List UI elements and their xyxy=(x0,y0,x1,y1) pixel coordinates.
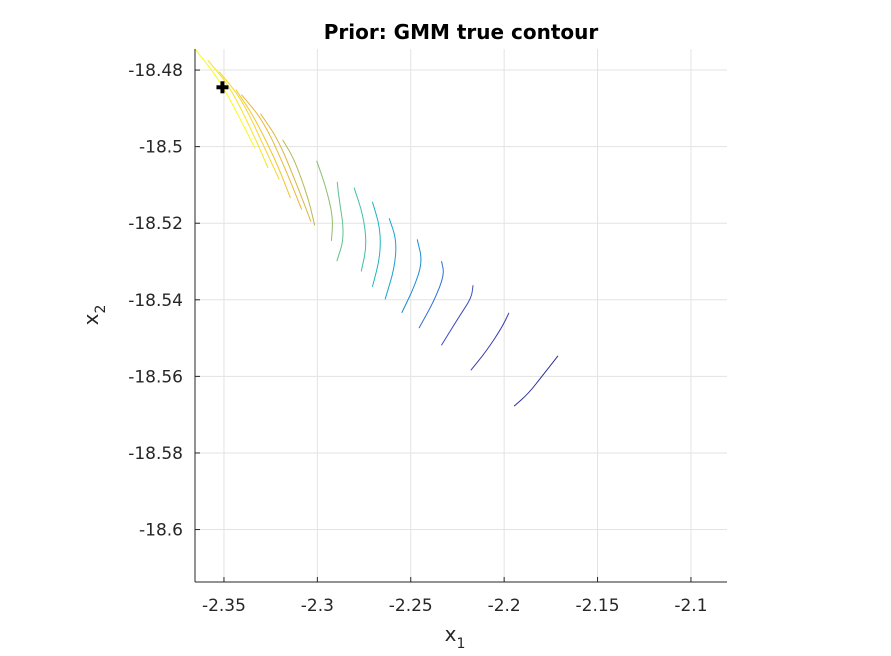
chart-title: Prior: GMM true contour xyxy=(324,20,599,44)
x-tick-label-0: -2.35 xyxy=(202,596,246,616)
contour-line-16 xyxy=(207,60,269,169)
x-tick-label-3: -2.2 xyxy=(488,596,521,616)
contour-line-10 xyxy=(316,160,333,241)
x-tick-label-2: -2.25 xyxy=(389,596,433,616)
x-axis-label: x1 xyxy=(445,622,466,652)
x-tick-label-4: -2.15 xyxy=(576,596,620,616)
contour-line-4 xyxy=(418,261,444,329)
contour-line-5 xyxy=(401,239,422,313)
y-tick-label-3: -18.54 xyxy=(128,291,183,311)
y-tick-label-2: -18.52 xyxy=(128,214,183,234)
plot-area xyxy=(195,49,727,582)
contour-line-11 xyxy=(282,139,316,226)
y-axis-label-subscript: 2 xyxy=(93,305,109,314)
axes xyxy=(194,49,727,583)
x-tick-label-5: -2.1 xyxy=(674,596,707,616)
contour-line-7 xyxy=(372,201,381,287)
y-tick-label-6: -18.6 xyxy=(139,521,183,541)
x-tick-labels: -2.35 -2.3 -2.25 -2.2 -2.15 -2.1 xyxy=(202,596,708,616)
x-axis-label-main: x xyxy=(445,622,457,646)
x-tick-label-1: -2.3 xyxy=(301,596,334,616)
x-axis-label-subscript: 1 xyxy=(456,636,465,652)
contour-line-1 xyxy=(513,355,559,407)
contour-line-9 xyxy=(336,181,344,262)
contour-line-3 xyxy=(441,285,474,346)
y-axis-label-main: x xyxy=(79,313,103,325)
contour-line-15 xyxy=(218,71,280,180)
contour-line-12 xyxy=(260,113,312,222)
y-tick-labels: -18.48 -18.5 -18.52 -18.54 -18.56 -18.58 -18.6 xyxy=(128,61,183,540)
contour-lines xyxy=(194,48,559,407)
y-axis-label: x2 xyxy=(79,305,109,326)
y-tick-label-1: -18.5 xyxy=(139,138,183,158)
grid xyxy=(195,49,727,582)
marker-layer xyxy=(216,81,229,94)
y-tick-label-5: -18.58 xyxy=(128,444,183,464)
contour-line-17 xyxy=(194,48,256,149)
y-tick-label-0: -18.48 xyxy=(128,61,183,81)
y-tick-label-4: -18.56 xyxy=(128,367,183,387)
contour-line-13 xyxy=(241,94,302,210)
contour-line-8 xyxy=(353,187,367,272)
contour-line-6 xyxy=(384,218,397,300)
contour-line-14 xyxy=(235,89,291,199)
contour-line-2 xyxy=(470,312,510,371)
